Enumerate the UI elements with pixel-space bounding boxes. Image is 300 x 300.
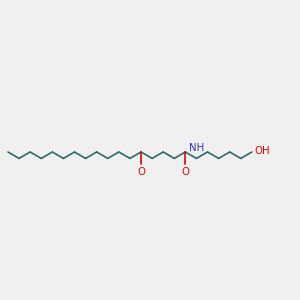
Text: NH: NH bbox=[189, 143, 204, 153]
Text: OH: OH bbox=[255, 146, 271, 156]
Text: O: O bbox=[137, 167, 145, 177]
Text: O: O bbox=[182, 167, 189, 177]
